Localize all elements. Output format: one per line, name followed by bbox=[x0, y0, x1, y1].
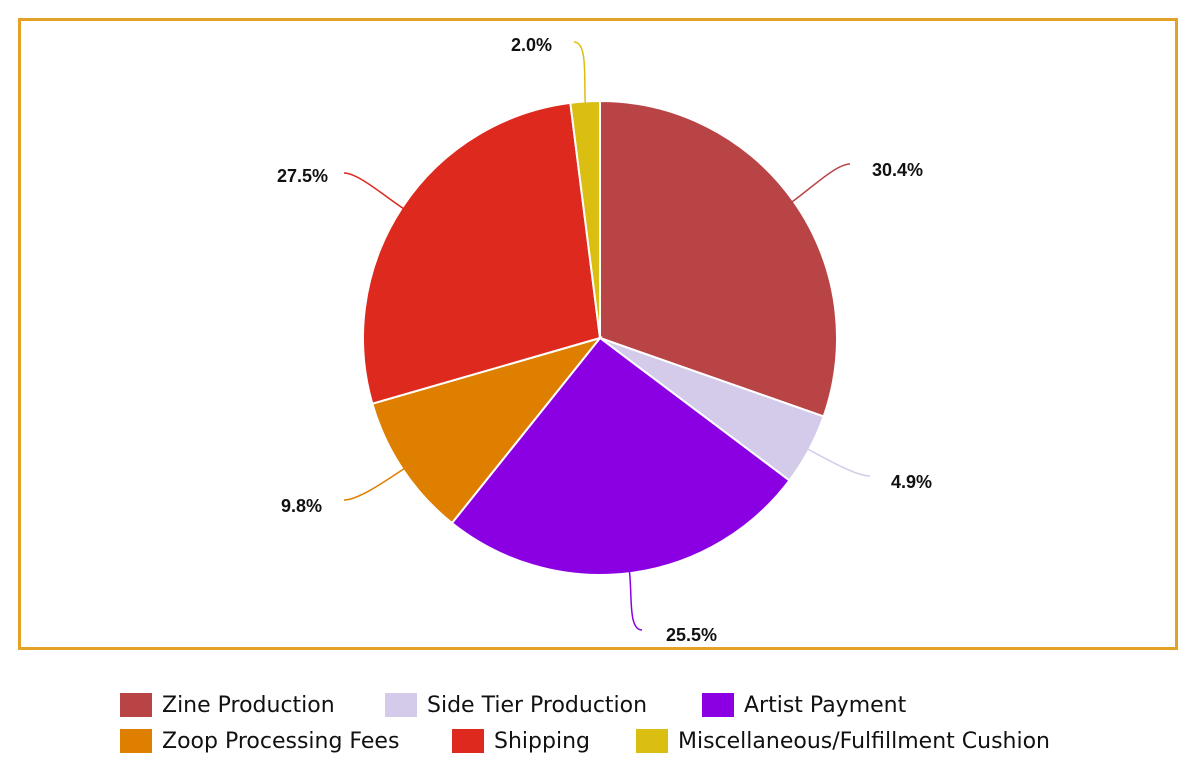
legend-item-zine-production[interactable]: Zine Production bbox=[120, 690, 335, 720]
data-labels: 30.4% 4.9% 25.5% 9.8% 27.5% 2.0% bbox=[277, 35, 932, 645]
chart-legend: Zine Production Side Tier Production Art… bbox=[0, 680, 1200, 760]
leader-line-side-tier-production bbox=[805, 447, 871, 477]
leader-line-miscellaneous-fulfillment-cushion bbox=[573, 41, 587, 105]
legend-swatch bbox=[385, 693, 417, 717]
legend-item-side-tier-production[interactable]: Side Tier Production bbox=[385, 690, 647, 720]
legend-label: Side Tier Production bbox=[427, 692, 648, 718]
legend-label: Artist Payment bbox=[744, 692, 907, 718]
legend-swatch bbox=[120, 729, 152, 753]
legend-item-zoop-processing-fees[interactable]: Zoop Processing Fees bbox=[120, 726, 399, 756]
legend-label: Shipping bbox=[494, 728, 590, 754]
legend-label: Miscellaneous/Fulfillment Cushion bbox=[678, 728, 1050, 754]
legend-swatch bbox=[636, 729, 668, 753]
data-label-zine-production: 30.4% bbox=[872, 160, 923, 180]
legend-item-shipping[interactable]: Shipping bbox=[452, 726, 590, 756]
leader-line-zoop-processing-fees bbox=[343, 467, 406, 501]
leader-line-shipping bbox=[343, 172, 405, 210]
legend-item-miscellaneous-fulfillment-cushion[interactable]: Miscellaneous/Fulfillment Cushion bbox=[636, 726, 1050, 756]
leader-line-zine-production bbox=[790, 163, 851, 204]
legend-item-artist-payment[interactable]: Artist Payment bbox=[702, 690, 906, 720]
leader-lines bbox=[343, 41, 871, 631]
legend-swatch bbox=[452, 729, 484, 753]
leader-line-artist-payment bbox=[628, 570, 643, 631]
data-label-miscellaneous-fulfillment-cushion: 2.0% bbox=[511, 35, 552, 55]
pie-slices bbox=[362, 99, 838, 576]
data-label-artist-payment: 25.5% bbox=[666, 625, 717, 645]
data-label-side-tier-production: 4.9% bbox=[891, 472, 932, 492]
legend-label: Zine Production bbox=[162, 692, 335, 718]
data-label-zoop-processing-fees: 9.8% bbox=[281, 496, 322, 516]
legend-swatch bbox=[702, 693, 734, 717]
legend-swatch bbox=[120, 693, 152, 717]
legend-label: Zoop Processing Fees bbox=[162, 728, 400, 754]
data-label-shipping: 27.5% bbox=[277, 166, 328, 186]
